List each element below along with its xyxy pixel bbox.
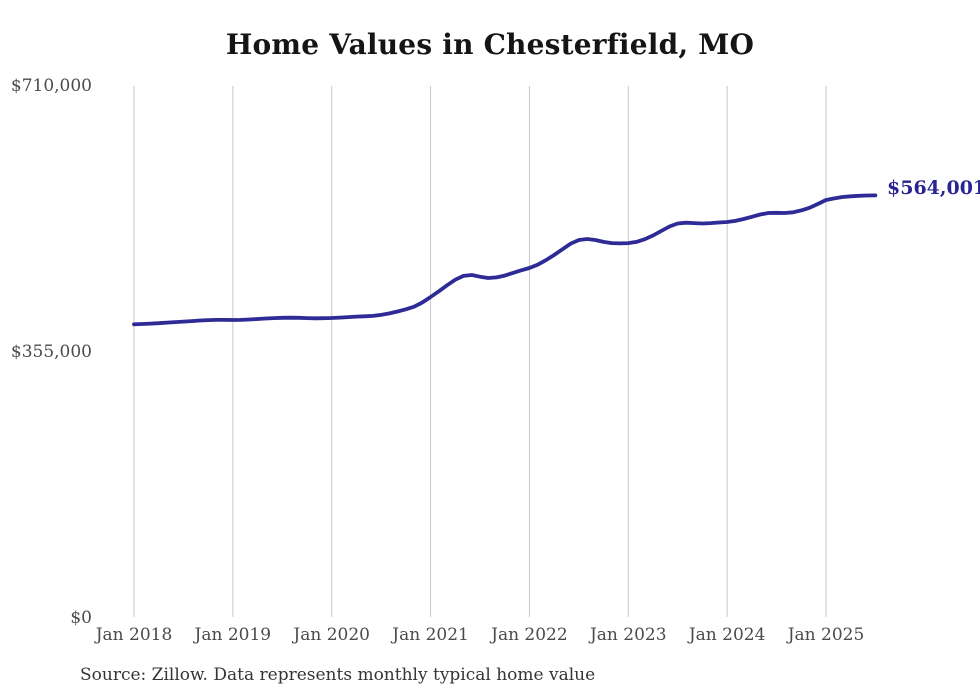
value-line	[132, 193, 878, 327]
y-tick-label: $710,000	[10, 76, 92, 96]
y-tick-label: $355,000	[10, 342, 92, 362]
x-tick-label: Jan 2022	[491, 625, 568, 645]
x-tick-label: Jan 2019	[194, 625, 272, 645]
y-tick-label: $0	[70, 608, 92, 628]
x-tick-label: Jan 2024	[688, 625, 766, 645]
x-tick-label: Jan 2018	[95, 625, 173, 645]
x-axis: Jan 2018 Jan 2019 Jan 2020 Jan 2021 Jan 2022…	[0, 624, 980, 648]
gridlines	[133, 86, 827, 617]
x-tick-label: Jan 2020	[293, 625, 370, 645]
source-note: Source: Zillow. Data represents monthly …	[80, 665, 596, 685]
x-tick-label: Jan 2023	[589, 625, 667, 645]
x-tick-label: Jan 2025	[787, 625, 865, 645]
x-tick-label: Jan 2021	[392, 625, 469, 645]
end-value-label: $564,001	[887, 177, 980, 199]
chart-title: Home Values in Chesterfield, MO	[225, 28, 755, 61]
y-axis: $710,000 $355,000 $0	[0, 0, 96, 699]
